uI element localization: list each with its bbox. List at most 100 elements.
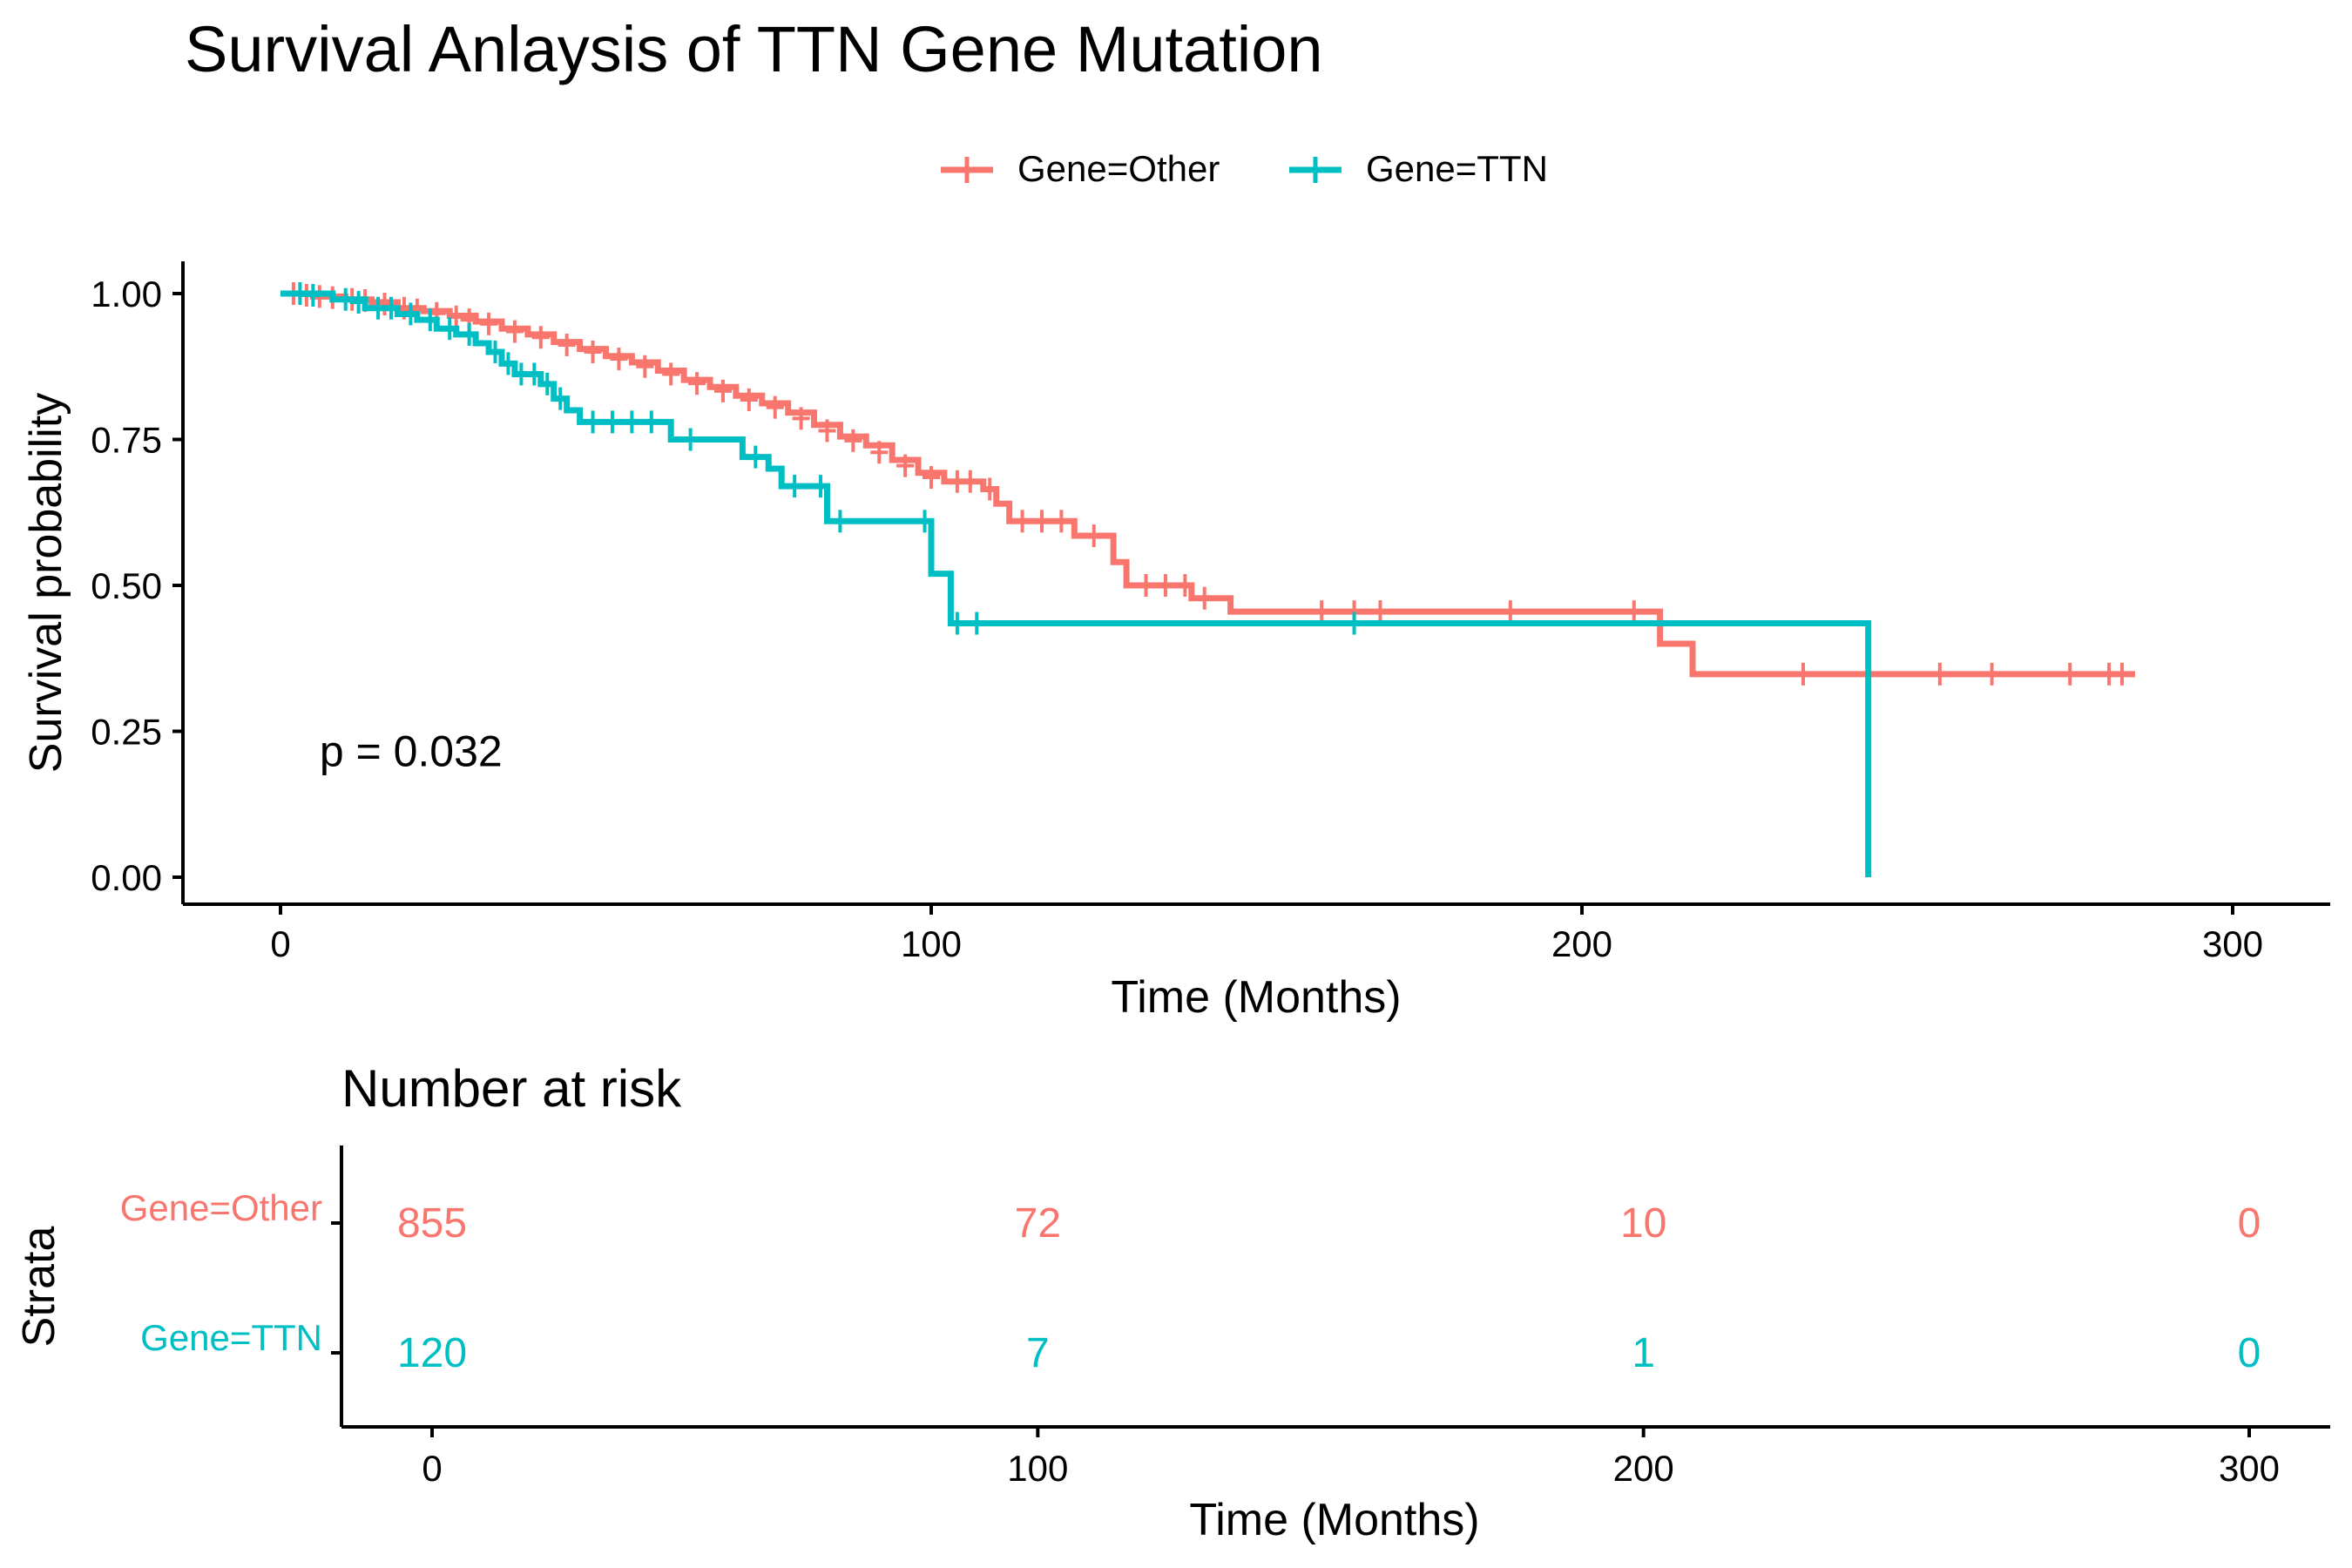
legend-label-other: Gene=Other xyxy=(1017,148,1220,189)
censor-mark-gene-other xyxy=(1195,586,1213,610)
survival-y-ticks: 0.00 0.25 0.50 0.75 1.00 xyxy=(91,274,183,898)
y-tick-label: 1.00 xyxy=(91,274,162,314)
censor-mark-gene-other xyxy=(2061,662,2079,686)
censor-mark-gene-other xyxy=(1983,662,2001,686)
censor-mark-gene-other xyxy=(1371,600,1389,624)
censor-mark-gene-other xyxy=(1794,662,1812,686)
censor-mark-gene-other xyxy=(1137,574,1155,597)
censor-mark-gene-other xyxy=(870,441,889,464)
censor-mark-gene-ttn xyxy=(623,410,641,434)
censor-mark-gene-ttn xyxy=(336,287,355,311)
censor-mark-gene-other xyxy=(2113,662,2132,686)
censor-mark-gene-ttn xyxy=(1345,612,1363,635)
censor-mark-gene-other xyxy=(961,470,979,493)
survival-y-axis-label: Survival probability xyxy=(21,393,71,773)
risk-x-tick-label: 0 xyxy=(422,1448,442,1489)
censor-mark-gene-other xyxy=(447,305,465,328)
survival-x-axis-label: Time (Months) xyxy=(1111,972,1401,1023)
risk-count: 855 xyxy=(397,1200,467,1247)
risk-x-axis-label: Time (Months) xyxy=(1189,1495,1479,1545)
y-tick-label: 0.75 xyxy=(91,420,162,461)
censor-mark-gene-ttn xyxy=(441,317,459,341)
survival-curve-gene-ttn xyxy=(280,290,1872,877)
censor-mark-gene-other xyxy=(1085,524,1103,548)
survival-x-ticks: 0 100 200 300 xyxy=(270,904,2263,964)
censor-mark-gene-other xyxy=(1176,574,1194,597)
risk-x-ticks: 0 100 200 300 xyxy=(422,1427,2280,1489)
censor-mark-gene-other xyxy=(558,333,576,356)
censor-mark-gene-ttn xyxy=(538,372,557,395)
x-tick-label: 200 xyxy=(1551,923,1612,964)
censor-mark-gene-ttn xyxy=(747,445,765,469)
censor-mark-gene-other xyxy=(844,429,862,452)
censor-mark-gene-ttn xyxy=(603,410,621,434)
censor-mark-gene-other xyxy=(923,466,940,490)
censor-mark-gene-ttn xyxy=(499,352,517,375)
censor-mark-gene-other xyxy=(1313,600,1331,624)
censor-mark-gene-ttn xyxy=(525,362,544,386)
x-tick-label: 300 xyxy=(2202,923,2263,964)
p-value-annotation: p = 0.032 xyxy=(320,727,503,776)
y-tick-label: 0.50 xyxy=(91,565,162,606)
risk-count: 10 xyxy=(1620,1200,1666,1247)
survival-plot: 0 100 200 300 0.00 0.25 0.50 0.75 1.00 Time (Mo… xyxy=(21,261,2330,1023)
censor-mark-gene-ttn xyxy=(831,510,849,533)
censor-mark-gene-other xyxy=(1501,600,1519,624)
censor-mark-gene-other xyxy=(1156,574,1174,597)
censor-mark-gene-other xyxy=(713,379,732,402)
risk-row-label: Gene=Other xyxy=(120,1187,322,1228)
censor-mark-gene-other xyxy=(480,312,498,335)
censor-mark-gene-ttn xyxy=(681,428,700,451)
risk-count: 72 xyxy=(1015,1200,1061,1247)
censor-mark-gene-ttn xyxy=(421,308,439,332)
censor-mark-gene-other xyxy=(740,388,758,411)
chart-title: Survival Anlaysis of TTN Gene Mutation xyxy=(185,13,1323,85)
censor-mark-gene-ttn xyxy=(916,510,934,533)
censor-mark-gene-other xyxy=(610,348,628,371)
censor-mark-gene-ttn xyxy=(786,475,804,498)
risk-x-tick-label: 200 xyxy=(1613,1448,1674,1489)
censor-mark-gene-other xyxy=(531,326,550,349)
risk-count: 1 xyxy=(1632,1330,1655,1376)
censor-mark-gene-ttn xyxy=(460,322,478,346)
legend-label-ttn: Gene=TTN xyxy=(1366,148,1548,189)
y-tick-label: 0.25 xyxy=(91,712,162,753)
legend-item-ttn: Gene=TTN xyxy=(1289,148,1548,189)
censor-mark-gene-other xyxy=(1032,510,1051,533)
censor-mark-gene-other xyxy=(584,341,602,363)
censor-mark-gene-other xyxy=(636,355,654,378)
risk-x-tick-label: 100 xyxy=(1007,1448,1068,1489)
censor-mark-gene-ttn xyxy=(948,612,966,635)
censor-mark-gene-ttn xyxy=(291,282,309,305)
risk-row-label: Gene=TTN xyxy=(140,1317,322,1358)
risk-count: 120 xyxy=(397,1330,467,1376)
censor-mark-gene-other xyxy=(1052,510,1071,533)
censor-mark-gene-ttn xyxy=(642,410,660,434)
risk-count: 7 xyxy=(1026,1330,1050,1376)
y-tick-label: 0.00 xyxy=(91,857,162,898)
censor-mark-gene-other xyxy=(818,419,836,443)
censor-mark-gene-ttn xyxy=(402,302,420,326)
censor-mark-gene-other xyxy=(896,454,915,477)
x-tick-label: 0 xyxy=(270,923,290,964)
censor-mark-gene-other xyxy=(1930,662,1949,686)
censor-mark-gene-ttn xyxy=(382,296,400,320)
censor-mark-gene-other xyxy=(792,407,810,430)
survival-curve-gene-other xyxy=(280,290,2135,678)
risk-count: 0 xyxy=(2238,1200,2261,1247)
censor-mark-gene-ttn xyxy=(486,341,504,363)
censor-mark-gene-ttn xyxy=(551,387,570,410)
legend-item-other: Gene=Other xyxy=(941,148,1220,189)
censor-mark-gene-ttn xyxy=(304,284,322,308)
survival-curves xyxy=(280,282,2135,877)
risk-y-axis-label: Strata xyxy=(14,1227,64,1348)
censor-mark-gene-other xyxy=(766,395,784,419)
censor-mark-gene-other xyxy=(688,372,706,395)
censor-mark-gene-other xyxy=(505,320,524,343)
legend: Gene=Other Gene=TTN xyxy=(941,148,1548,189)
risk-x-tick-label: 300 xyxy=(2219,1448,2280,1489)
censor-mark-gene-ttn xyxy=(968,612,986,635)
censor-mark-gene-ttn xyxy=(812,475,830,498)
